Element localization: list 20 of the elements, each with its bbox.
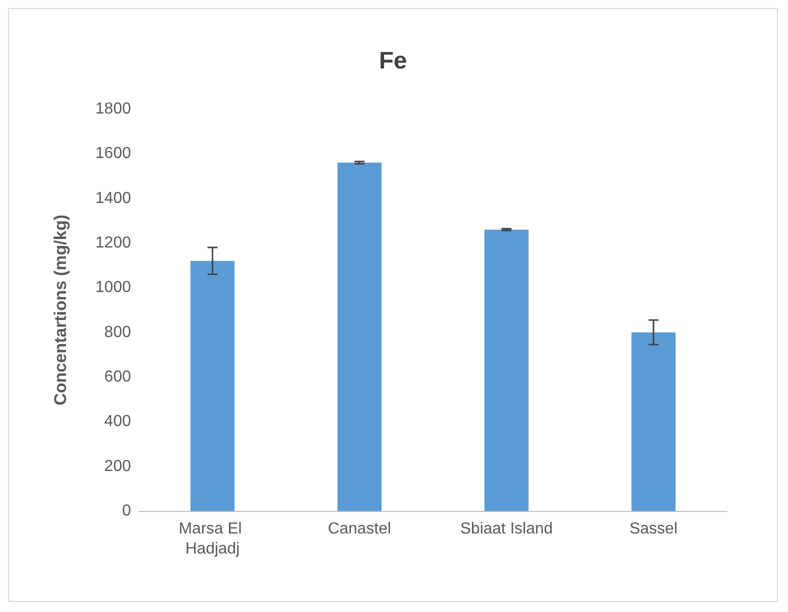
y-tick-label: 1000	[95, 279, 132, 296]
y-tick-label: 600	[104, 368, 132, 386]
bar	[484, 230, 529, 511]
y-tick-label: 1200	[95, 234, 132, 252]
bar	[631, 332, 676, 511]
x-tick-label: Sassel	[629, 520, 678, 538]
y-tick-label: 800	[104, 324, 132, 341]
y-tick-label: 200	[104, 458, 132, 475]
x-tick-label: Marsa El Hadjadj	[178, 520, 246, 558]
bar	[190, 260, 235, 511]
y-tick-label: 1400	[95, 190, 132, 207]
y-tick-label: 1800	[95, 100, 132, 118]
bar	[337, 162, 382, 511]
x-tick-label: Canastel	[328, 520, 392, 538]
y-axis-title: Concentartions (mg/kg)	[51, 214, 70, 406]
y-tick-label: 1600	[95, 145, 132, 162]
y-tick-label: 400	[104, 413, 132, 430]
x-tick-label: Sbiaat Island	[460, 520, 553, 538]
chart-title: Fe	[378, 48, 408, 74]
y-tick-label: 0	[122, 502, 132, 520]
